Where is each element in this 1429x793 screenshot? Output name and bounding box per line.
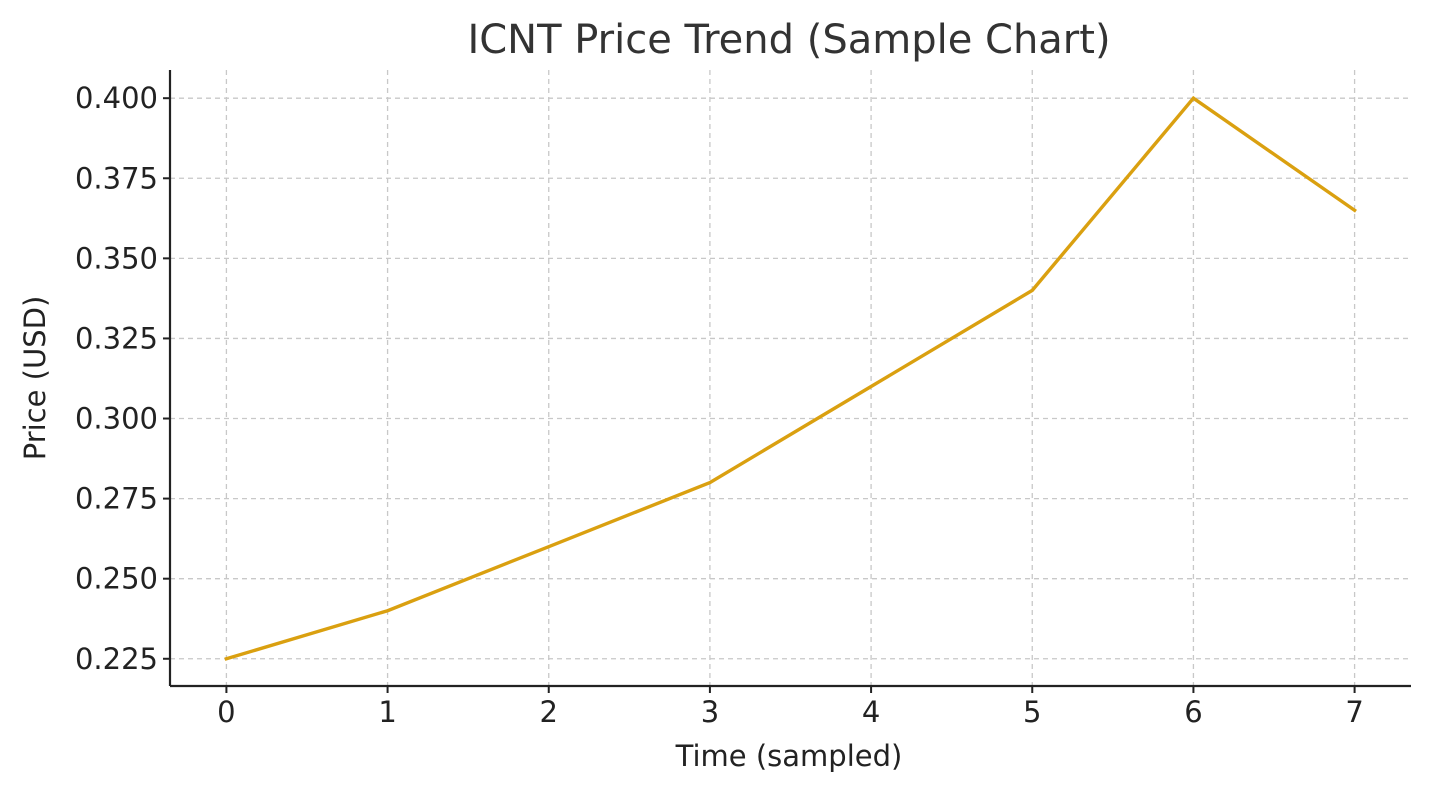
x-tick-label: 4 [862, 695, 880, 729]
x-tick-label: 6 [1184, 695, 1202, 729]
y-axis-label: Price (USD) [18, 296, 52, 461]
x-ticks: 0 1 2 3 4 5 6 7 [217, 686, 1364, 729]
x-tick-label: 5 [1023, 695, 1041, 729]
series-group [224, 95, 1357, 661]
y-ticks: 0.225 0.250 0.275 0.300 0.325 0.350 0.375 0.400 [75, 81, 170, 676]
price-series-line [224, 95, 1357, 661]
y-tick-label: 0.300 [75, 402, 158, 436]
y-tick-label: 0.375 [75, 161, 158, 195]
y-tick-label: 0.225 [75, 642, 158, 676]
x-tick-label: 3 [701, 695, 719, 729]
x-tick-label: 0 [217, 695, 235, 729]
y-tick-label: 0.250 [75, 562, 158, 596]
y-tick-label: 0.400 [75, 81, 158, 115]
x-axis-label: Time (sampled) [675, 739, 903, 773]
x-tick-label: 7 [1345, 695, 1363, 729]
axes [168, 70, 1411, 688]
y-tick-label: 0.350 [75, 241, 158, 275]
y-tick-label: 0.325 [75, 321, 158, 355]
chart-title: ICNT Price Trend (Sample Chart) [467, 17, 1110, 63]
x-tick-label: 2 [540, 695, 558, 729]
x-tick-label: 1 [378, 695, 396, 729]
y-tick-label: 0.275 [75, 482, 158, 516]
grid [170, 70, 1411, 686]
